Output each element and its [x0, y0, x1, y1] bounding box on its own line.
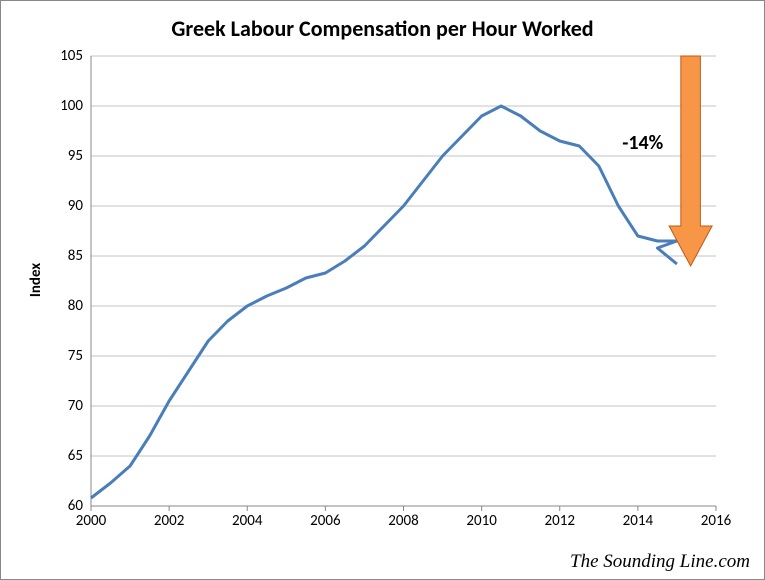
x-tick-label: 2010: [466, 512, 496, 530]
x-tick-label: 2000: [76, 512, 106, 530]
y-tick-label: 70: [43, 397, 83, 415]
x-tick-label: 2006: [310, 512, 340, 530]
x-tick-label: 2002: [154, 512, 184, 530]
plot-area: [91, 56, 716, 506]
attribution: The Sounding Line.com: [570, 551, 750, 573]
chart-title: Greek Labour Compensation per Hour Worke…: [1, 15, 764, 42]
chart-container: Greek Labour Compensation per Hour Worke…: [0, 0, 765, 580]
annotation-arrow: [669, 56, 712, 266]
x-tick-label: 2016: [701, 512, 731, 530]
x-tick-label: 2012: [545, 512, 575, 530]
y-tick-label: 95: [43, 147, 83, 165]
gridlines: [91, 56, 716, 506]
chart-svg: [91, 56, 716, 506]
y-tick-label: 85: [43, 247, 83, 265]
y-tick-label: 65: [43, 447, 83, 465]
y-tick-label: 75: [43, 347, 83, 365]
annotation-label: -14%: [622, 131, 663, 155]
y-tick-label: 100: [43, 97, 83, 115]
x-tick-label: 2004: [232, 512, 262, 530]
y-tick-label: 90: [43, 197, 83, 215]
data-line: [91, 106, 677, 498]
y-tick-label: 80: [43, 297, 83, 315]
y-tick-label: 105: [43, 47, 83, 65]
y-axis-label: Index: [27, 263, 45, 297]
axes: [91, 56, 716, 511]
x-tick-label: 2014: [623, 512, 653, 530]
x-tick-label: 2008: [388, 512, 418, 530]
